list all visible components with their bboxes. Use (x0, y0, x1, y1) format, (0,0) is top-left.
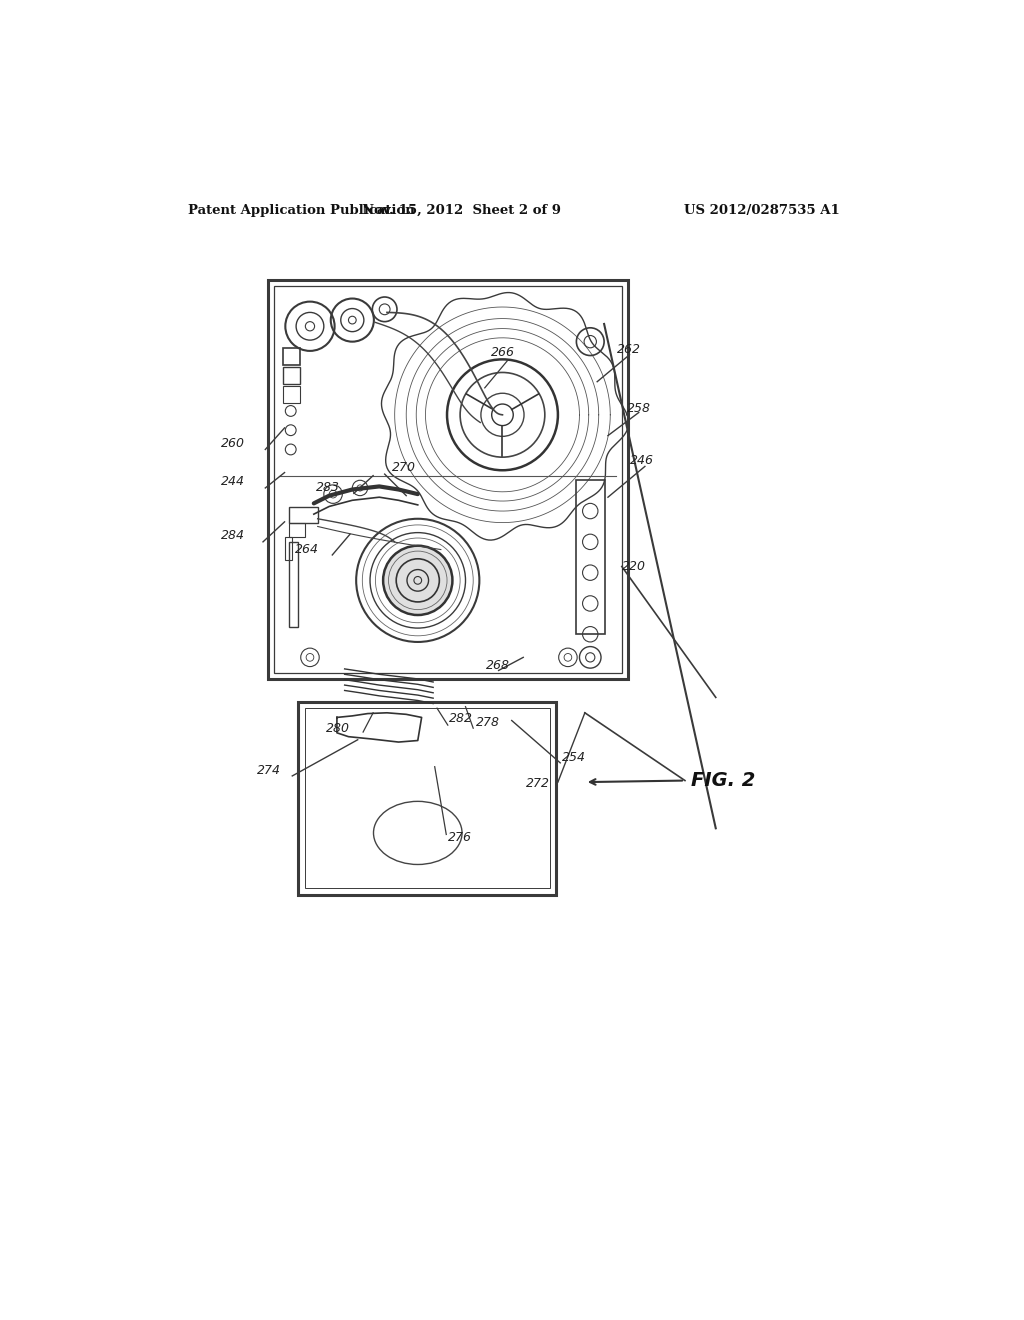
Text: 283: 283 (316, 482, 340, 495)
Text: 270: 270 (392, 462, 417, 474)
Bar (283, 348, 300, 364)
Text: 282: 282 (450, 713, 473, 726)
Bar (304, 708, 550, 888)
Text: 220: 220 (622, 560, 646, 573)
Text: Patent Application Publication: Patent Application Publication (188, 205, 415, 218)
Bar (298, 702, 556, 895)
Text: 278: 278 (475, 715, 500, 729)
Bar (289, 543, 298, 627)
Text: 262: 262 (617, 343, 641, 356)
Text: 272: 272 (526, 777, 550, 791)
Circle shape (383, 545, 453, 615)
Text: 254: 254 (562, 751, 586, 764)
Bar (283, 387, 300, 404)
Text: 258: 258 (628, 403, 651, 416)
Bar (283, 367, 300, 384)
Text: FIG. 2: FIG. 2 (691, 771, 756, 791)
Text: 244: 244 (220, 475, 245, 488)
Text: 276: 276 (447, 832, 472, 843)
Bar (267, 280, 628, 678)
Text: US 2012/0287535 A1: US 2012/0287535 A1 (684, 205, 840, 218)
Bar (289, 524, 304, 537)
Bar (285, 537, 292, 560)
Text: 284: 284 (220, 529, 245, 543)
Bar (575, 480, 605, 635)
Bar (289, 507, 318, 523)
Text: 268: 268 (486, 659, 510, 672)
Bar (273, 286, 622, 673)
Text: 280: 280 (326, 722, 350, 735)
Text: 266: 266 (490, 346, 515, 359)
Text: Nov. 15, 2012  Sheet 2 of 9: Nov. 15, 2012 Sheet 2 of 9 (362, 205, 561, 218)
Text: 260: 260 (220, 437, 245, 450)
Text: 264: 264 (295, 543, 319, 556)
Text: 246: 246 (630, 454, 653, 467)
Text: 274: 274 (257, 764, 281, 777)
